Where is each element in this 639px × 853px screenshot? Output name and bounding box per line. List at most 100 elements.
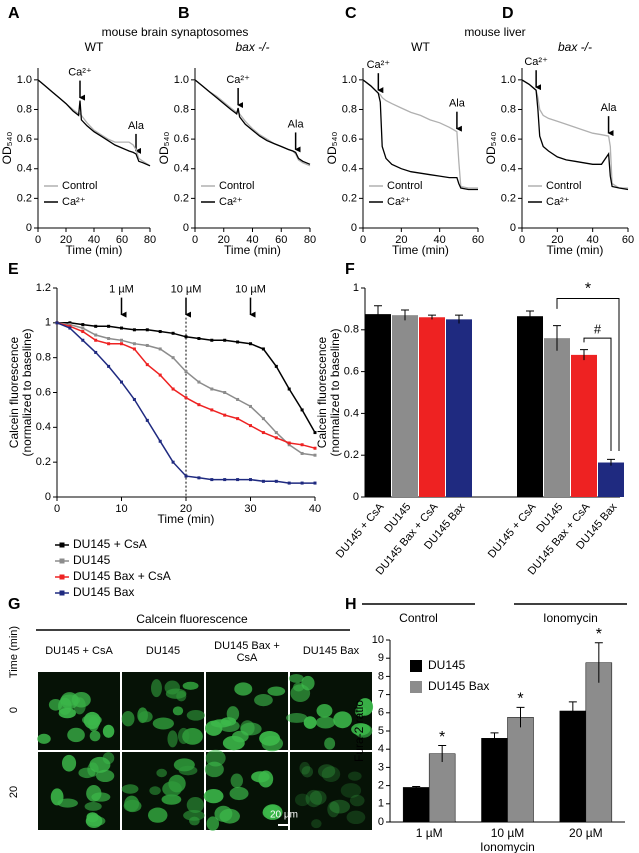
panel-letter: F — [345, 261, 355, 278]
annotation: 10 µM — [235, 284, 266, 296]
error-bar — [374, 305, 382, 323]
y-tick-label: 0.2 — [174, 192, 189, 204]
point — [261, 431, 265, 435]
y-tick-label: 1.2 — [36, 282, 51, 294]
legend-swatch — [410, 660, 422, 672]
cell — [102, 752, 115, 765]
annotation: Ala — [128, 120, 145, 132]
x-tick-label: 10 µM — [491, 826, 525, 840]
x-tick-label: 60 — [472, 234, 484, 246]
point — [236, 340, 240, 344]
x-tick-label: 40 — [434, 234, 446, 246]
y-tick-label: 0 — [26, 222, 32, 234]
cell — [168, 774, 186, 793]
cell — [357, 698, 374, 716]
legend-marker — [59, 590, 65, 596]
cell — [204, 761, 224, 778]
point — [274, 431, 278, 435]
legend-label: DU145 Bax — [428, 679, 489, 693]
point — [132, 397, 136, 401]
x-tick-label: 60 — [116, 234, 128, 246]
x-tick-label: 1 µM — [416, 826, 443, 840]
cell — [205, 720, 223, 736]
x-tick-label: 0 — [519, 234, 525, 246]
series-line — [362, 79, 478, 189]
cell — [206, 816, 220, 831]
y-tick-label: 6 — [378, 707, 384, 719]
legend-label: Ca²⁺ — [546, 196, 570, 208]
legend-marker — [59, 574, 65, 580]
y-tick-label: 9 — [378, 652, 384, 664]
y-tick-label: 0.6 — [17, 133, 32, 145]
y-tick-label: 0.4 — [17, 163, 32, 175]
annotation: 10 µM — [171, 284, 202, 296]
point — [249, 342, 252, 346]
point — [68, 326, 72, 330]
x-tick-label: 40 — [309, 503, 321, 515]
cell — [37, 733, 51, 744]
significance: * — [585, 281, 591, 298]
point — [300, 443, 304, 447]
annotation: Ca²⁺ — [524, 56, 548, 68]
group-label: Ionomycin — [543, 611, 598, 625]
y-tick-label: 0.8 — [17, 103, 32, 115]
point — [81, 330, 85, 334]
cell — [85, 814, 103, 828]
point — [287, 443, 291, 447]
point — [210, 408, 214, 412]
cell — [301, 675, 315, 691]
bar — [481, 738, 508, 823]
cell — [230, 773, 243, 788]
cell — [57, 798, 78, 808]
series-line — [194, 79, 311, 165]
error-bar — [594, 642, 603, 683]
annotation: Ala — [601, 102, 618, 114]
legend-marker — [59, 542, 65, 548]
bracket — [556, 297, 620, 452]
error-bar — [607, 458, 615, 466]
micrograph — [290, 752, 372, 830]
series-line — [521, 79, 628, 189]
cell — [317, 764, 336, 779]
cell — [240, 720, 255, 736]
point — [120, 342, 123, 346]
row-label: 20 — [8, 786, 20, 798]
legend-label: DU145 Bax + CsA — [73, 569, 171, 583]
y-tick-label: 0 — [183, 222, 189, 234]
y-tick-label: 1 — [353, 282, 359, 294]
point — [223, 413, 227, 417]
cell — [259, 731, 281, 746]
y-tick-label: 0.2 — [342, 192, 357, 204]
cell — [203, 788, 224, 804]
x-tick-label: DU145 + CsA — [334, 501, 387, 561]
point — [274, 479, 278, 483]
cell — [183, 810, 205, 821]
cell — [309, 790, 327, 805]
point — [120, 326, 123, 330]
point — [132, 328, 136, 332]
y-tick-label: 0.2 — [344, 449, 359, 461]
annotation: Ala — [288, 118, 305, 130]
cell — [123, 799, 142, 813]
legend-label: DU145 + CsA — [73, 537, 147, 551]
point — [107, 337, 111, 341]
point — [107, 364, 111, 368]
x-tick-label: 80 — [144, 234, 156, 246]
y-tick-label: 0.4 — [344, 407, 359, 419]
y-tick-label: 0.8 — [36, 352, 51, 364]
point — [236, 478, 240, 482]
y-axis-label: OD₅₄₀ — [325, 132, 339, 165]
cell — [121, 711, 135, 727]
cell — [327, 801, 340, 818]
group-title: mouse brain synaptosomes — [102, 25, 249, 39]
point — [287, 481, 291, 485]
bar — [585, 662, 613, 823]
error-bar — [580, 349, 588, 361]
y-tick-label: 0 — [351, 222, 357, 234]
bar — [446, 319, 472, 497]
error-bar — [516, 706, 525, 728]
point — [261, 347, 265, 351]
point — [94, 333, 98, 337]
